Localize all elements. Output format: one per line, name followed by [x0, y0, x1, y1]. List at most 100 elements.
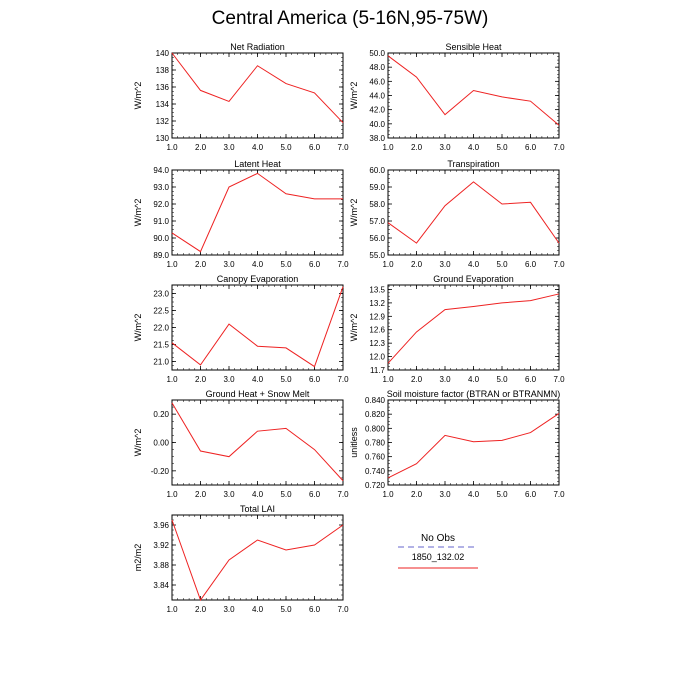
series-line: [171, 286, 344, 368]
panel-4: Transpiration W/m^2 1.0 2.0 3.0 4.0 5.0 6.0 7.0 5…: [349, 159, 565, 269]
x-tick-label: 1.0: [166, 260, 178, 269]
x-tick-label: 7.0: [337, 375, 349, 384]
x-tick-label: 3.0: [223, 605, 235, 614]
x-tick-label: 6.0: [525, 490, 537, 499]
x-tick-label: 5.0: [280, 490, 292, 499]
y-axis-label: W/m^2: [349, 314, 359, 342]
x-tick-label: 7.0: [553, 490, 565, 499]
y-tick-label: 22.5: [153, 307, 169, 316]
y-axis-label: W/m^2: [133, 429, 143, 457]
x-tick-label: 3.0: [223, 260, 235, 269]
series-line: [387, 413, 560, 479]
x-tick-label: 5.0: [496, 260, 508, 269]
x-tick-label: 4.0: [252, 260, 264, 269]
x-tick-label: 1.0: [166, 605, 178, 614]
y-axis-label: m2/m2: [133, 544, 143, 572]
plot-frame: [387, 169, 560, 256]
y-tick-label: 13.2: [369, 299, 385, 308]
x-tick-label: 5.0: [496, 143, 508, 152]
x-tick-label: 2.0: [411, 375, 423, 384]
plot-frame: [171, 399, 344, 486]
x-tick-label: 4.0: [252, 490, 264, 499]
x-tick-label: 1.0: [382, 260, 394, 269]
x-tick-label: 6.0: [309, 605, 321, 614]
x-tick-label: 4.0: [252, 375, 264, 384]
x-tick-label: 6.0: [525, 260, 537, 269]
y-tick-label: 12.9: [369, 312, 385, 321]
y-tick-label: 0.820: [365, 410, 386, 419]
x-tick-label: 7.0: [337, 605, 349, 614]
y-tick-label: 89.0: [153, 251, 169, 260]
x-tick-label: 4.0: [468, 375, 480, 384]
y-tick-label: 0.800: [365, 424, 386, 433]
y-tick-label: 50.0: [369, 49, 385, 58]
y-tick-label: 130: [156, 134, 170, 143]
x-tick-label: 7.0: [553, 375, 565, 384]
x-tick-label: 3.0: [439, 143, 451, 152]
x-tick-label: 5.0: [496, 490, 508, 499]
y-tick-label: 0.720: [365, 481, 386, 490]
x-tick-label: 2.0: [195, 490, 207, 499]
y-tick-label: 22.0: [153, 324, 169, 333]
y-tick-label: 0.760: [365, 453, 386, 462]
plot-frame: [387, 399, 560, 486]
panel-9: Total LAI m2/m2 1.0 2.0 3.0 4.0 5.0 6.0 7.0 3.84 3…: [133, 504, 349, 614]
series-line: [171, 52, 344, 124]
series-line: [171, 519, 344, 602]
y-tick-label: 21.0: [153, 358, 169, 367]
y-tick-label: 3.96: [153, 521, 169, 530]
x-tick-label: 2.0: [195, 375, 207, 384]
panel-title: Sensible Heat: [445, 42, 502, 52]
y-tick-label: 132: [156, 117, 170, 126]
panel-title: Canopy Evaporation: [217, 274, 299, 284]
x-tick-label: 3.0: [223, 375, 235, 384]
series-line: [171, 172, 343, 253]
panel-title: Transpiration: [447, 159, 499, 169]
y-tick-label: 3.92: [153, 541, 169, 550]
x-tick-label: 6.0: [309, 260, 321, 269]
panel-title: Total LAI: [240, 504, 275, 514]
x-tick-label: 3.0: [439, 375, 451, 384]
x-tick-label: 1.0: [382, 375, 394, 384]
x-tick-label: 2.0: [195, 260, 207, 269]
y-tick-label: 57.0: [369, 217, 385, 226]
x-tick-label: 2.0: [195, 605, 207, 614]
y-tick-label: 3.84: [153, 581, 169, 590]
x-tick-label: 2.0: [195, 143, 207, 152]
panel-title: Soil moisture factor (BTRAN or BTRANMN): [387, 389, 561, 399]
y-tick-label: 134: [156, 100, 170, 109]
x-tick-label: 2.0: [411, 143, 423, 152]
x-tick-label: 1.0: [166, 490, 178, 499]
y-axis-label: W/m^2: [133, 82, 143, 110]
x-tick-label: 3.0: [439, 260, 451, 269]
y-tick-label: 56.0: [369, 234, 385, 243]
figure-title: Central America (5-16N,95-75W): [211, 8, 489, 29]
x-tick-label: 4.0: [252, 143, 264, 152]
x-tick-label: 1.0: [382, 490, 394, 499]
x-tick-label: 7.0: [553, 260, 565, 269]
x-tick-label: 4.0: [252, 605, 264, 614]
plot-frame: [171, 514, 344, 601]
y-tick-label: 23.0: [153, 290, 169, 299]
y-tick-label: 0.20: [153, 410, 169, 419]
x-tick-label: 6.0: [309, 375, 321, 384]
y-tick-label: 0.00: [153, 439, 169, 448]
y-tick-label: 12.0: [369, 353, 385, 362]
x-tick-label: 1.0: [166, 143, 178, 152]
x-tick-label: 7.0: [553, 143, 565, 152]
y-tick-label: 12.6: [369, 326, 385, 335]
panel-title: Ground Heat + Snow Melt: [206, 389, 310, 399]
y-tick-label: 46.0: [369, 77, 385, 86]
y-tick-label: 94.0: [153, 166, 169, 175]
x-tick-label: 2.0: [411, 490, 423, 499]
y-tick-label: 3.88: [153, 561, 169, 570]
x-tick-label: 7.0: [337, 260, 349, 269]
y-tick-label: 93.0: [153, 183, 169, 192]
y-axis-label: W/m^2: [133, 314, 143, 342]
x-tick-label: 1.0: [166, 375, 178, 384]
panel-5: Canopy Evaporation W/m^2 1.0 2.0 3.0 4.0 5.0 6.…: [133, 274, 349, 384]
y-tick-label: 55.0: [369, 251, 385, 260]
y-tick-label: 44.0: [369, 92, 385, 101]
legend-swatches: [398, 546, 478, 569]
